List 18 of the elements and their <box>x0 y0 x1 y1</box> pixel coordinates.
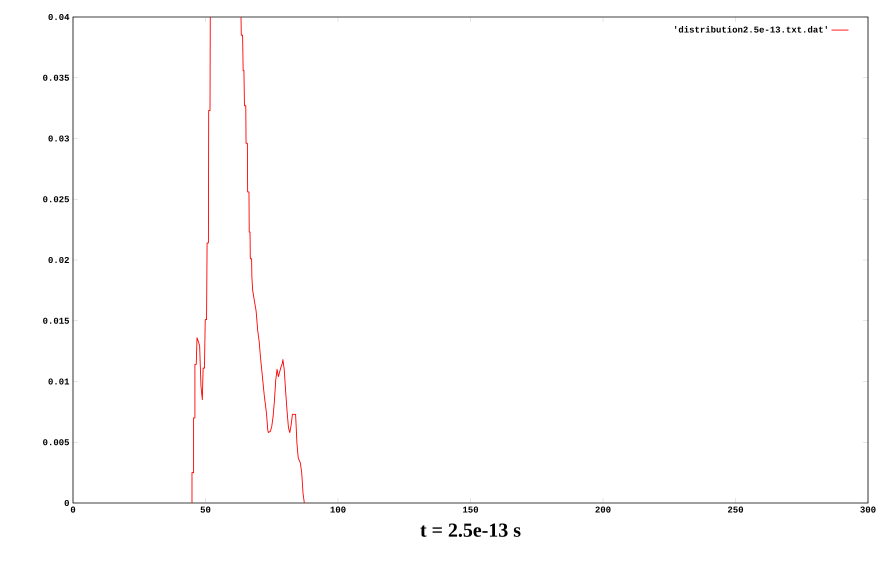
y-tick-label: 0.02 <box>48 256 69 264</box>
y-tick-label: 0 <box>64 500 69 506</box>
x-tick-label: 0 <box>70 506 76 513</box>
y-tick-label: 0.025 <box>43 196 70 202</box>
x-tick-label: 50 <box>200 506 210 513</box>
y-tick-label: 0.04 <box>48 14 70 20</box>
y-tick-label: 0.015 <box>43 318 70 324</box>
y-tick-label: 0.01 <box>48 378 70 385</box>
y-tick-label: 0.035 <box>43 74 70 81</box>
x-axis-title: t = 2.5e-13 s <box>420 523 520 537</box>
y-tick-label: 0.005 <box>43 439 70 446</box>
x-tick-label: 300 <box>860 506 876 513</box>
x-tick-label: 200 <box>595 506 611 513</box>
x-tick-label: 250 <box>728 506 744 513</box>
legend-label: 'distribution2.5e-13.txt.dat' <box>675 26 827 33</box>
x-tick-label: 150 <box>463 506 478 513</box>
y-tick-label: 0.03 <box>48 135 70 142</box>
x-tick-label: 100 <box>330 506 346 513</box>
